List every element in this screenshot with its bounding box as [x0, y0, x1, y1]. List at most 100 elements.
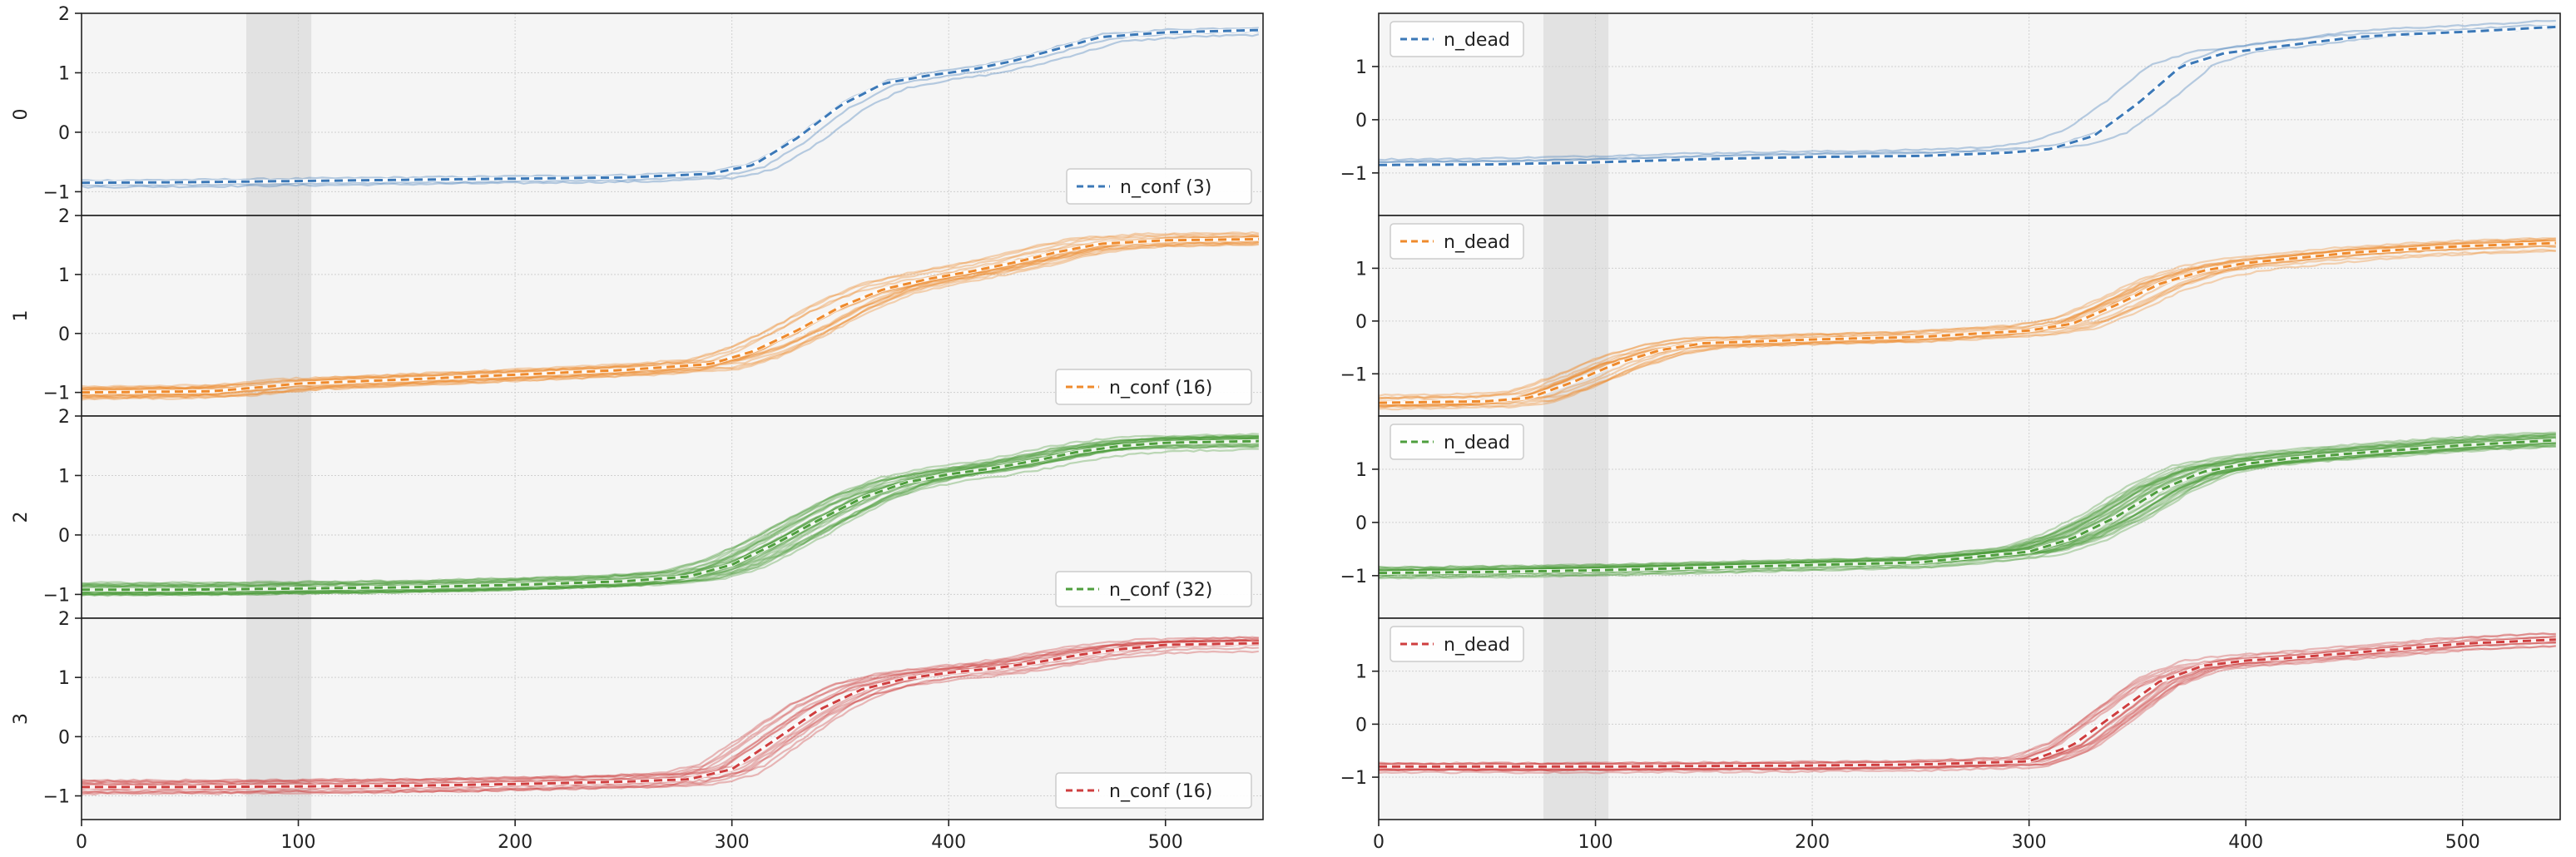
y-tick-label: 1 — [1355, 662, 1367, 683]
x-tick-label: 200 — [1795, 832, 1830, 853]
member-series-line — [82, 643, 1259, 786]
member-series-line — [82, 639, 1259, 784]
member-series-line — [82, 448, 1259, 594]
y-tick-label: −1 — [1340, 768, 1367, 789]
legend: n_dead — [1390, 626, 1524, 662]
member-series-line — [82, 642, 1259, 795]
series-group — [82, 230, 1260, 401]
panel-r2-right: −1 0 1 n_dead — [1340, 415, 2561, 619]
y-tick-label: −1 — [43, 787, 70, 808]
legend-box — [1390, 223, 1524, 260]
panel-r3-left: −1 0 1 2 3 0 100 200 300 400 500 n_conf (16) — [11, 609, 1264, 853]
member-series-line — [1379, 27, 2556, 164]
y-tick-label: 2 — [58, 206, 70, 227]
y-tick-label: 1 — [1355, 259, 1367, 280]
mean-series-line — [82, 28, 1259, 185]
y-tick-label: 0 — [1355, 111, 1367, 131]
panel-r2-left: −1 0 1 2 2 n_conf (32) — [11, 407, 1264, 619]
x-tick-label: 400 — [931, 832, 966, 853]
member-series-line — [1379, 248, 2556, 406]
series-group — [82, 433, 1260, 597]
x-tick-label: 500 — [2445, 832, 2480, 853]
row-label: 2 — [11, 512, 32, 523]
legend-label: n_conf (32) — [1109, 580, 1212, 601]
legend-label: n_dead — [1444, 30, 1510, 51]
x-tick-label: 500 — [1148, 832, 1183, 853]
member-series-line — [1379, 645, 2556, 771]
legend: n_conf (16) — [1055, 369, 1252, 405]
member-series-line — [82, 240, 1260, 396]
member-series-line — [82, 439, 1259, 597]
member-series-line — [1379, 435, 2556, 572]
mean-series-line — [82, 237, 1259, 394]
panel-r1-left: −1 0 1 2 1 n_conf (16) — [11, 206, 1264, 417]
member-series-line — [1379, 436, 2556, 572]
member-series-line — [82, 442, 1259, 596]
legend-box — [1055, 772, 1252, 809]
row-label: 1 — [11, 310, 32, 322]
member-series-line — [82, 238, 1259, 400]
mean-series-line — [82, 439, 1259, 592]
member-series-line — [1379, 645, 2556, 772]
member-series-line — [1379, 431, 2556, 572]
series-group — [1379, 431, 2557, 580]
shaded-span — [1543, 416, 1609, 618]
member-series-line — [82, 439, 1259, 587]
member-series-line — [1379, 632, 2556, 765]
member-series-line — [82, 434, 1259, 586]
y-tick-label: 2 — [58, 609, 70, 630]
member-series-line — [1379, 19, 2556, 164]
y-tick-label: 2 — [58, 407, 70, 428]
x-tick-label: 0 — [76, 832, 87, 853]
member-series-line — [82, 439, 1259, 587]
member-series-line — [82, 243, 1259, 398]
legend-box — [1390, 626, 1524, 662]
y-tick-label: 1 — [58, 265, 70, 286]
y-tick-label: −1 — [1340, 567, 1367, 587]
x-tick-label: 100 — [1578, 832, 1613, 853]
row-label: 0 — [11, 109, 32, 121]
series-group — [82, 636, 1260, 796]
member-series-line — [82, 236, 1259, 399]
y-tick-label: 1 — [58, 63, 70, 84]
x-tick-label: 300 — [2012, 832, 2047, 853]
legend: n_conf (16) — [1055, 772, 1252, 809]
member-series-line — [1379, 24, 2556, 161]
member-series-line — [82, 235, 1259, 389]
shaded-span — [1543, 618, 1609, 820]
member-series-line — [1379, 436, 2556, 569]
legend-label: n_conf (3) — [1120, 177, 1211, 198]
member-series-line — [82, 30, 1259, 187]
member-series-line — [1379, 438, 2556, 573]
member-series-line — [82, 242, 1259, 399]
legend-box — [1390, 424, 1524, 460]
member-series-line — [82, 33, 1260, 189]
y-tick-label: −1 — [43, 182, 70, 203]
member-series-line — [82, 638, 1259, 786]
member-series-line — [1379, 237, 2556, 399]
x-tick-label: 300 — [715, 832, 750, 853]
member-series-line — [1379, 442, 2556, 580]
mean-series-line — [1379, 438, 2556, 575]
member-series-line — [82, 439, 1259, 588]
member-series-line — [1379, 637, 2556, 765]
panel-r0-right: −1 0 1 n_dead — [1340, 12, 2561, 216]
panel-r3-right: −1 0 1 0 100 200 300 400 500 n_dead — [1340, 617, 2561, 853]
member-series-line — [82, 235, 1259, 398]
member-series-line — [82, 230, 1260, 392]
legend-label: n_conf (16) — [1109, 378, 1212, 399]
member-series-line — [1379, 442, 2556, 579]
x-tick-label: 100 — [281, 832, 316, 853]
legend-label: n_dead — [1444, 232, 1510, 253]
legend-box — [1390, 21, 1524, 57]
series-group — [82, 27, 1260, 189]
y-tick-label: 1 — [1355, 460, 1367, 481]
panel-frame — [81, 617, 1264, 820]
y-tick-label: 0 — [1355, 715, 1367, 736]
member-series-line — [1379, 642, 2556, 772]
legend: n_conf (3) — [1066, 168, 1252, 205]
member-series-line — [1379, 250, 2556, 407]
member-series-line — [82, 439, 1259, 596]
member-series-line — [82, 433, 1259, 588]
